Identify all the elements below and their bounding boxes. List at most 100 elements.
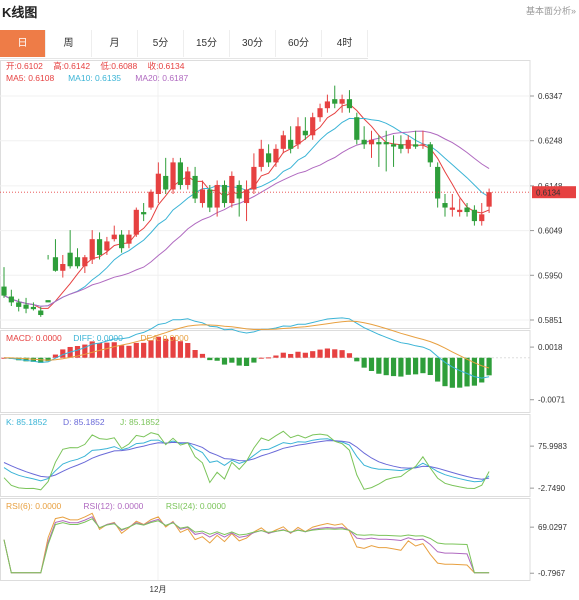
candle [273, 148, 279, 163]
candle [192, 175, 198, 199]
candle [229, 175, 235, 204]
macd-bar [442, 357, 448, 387]
candle [126, 234, 132, 244]
candle [96, 239, 103, 255]
ma-legend-item: MA20: 0.6187 [135, 73, 188, 83]
macd-bar [60, 349, 66, 358]
macd-bar [214, 357, 220, 361]
macd-bar [295, 351, 301, 358]
candle [82, 257, 88, 267]
tab-4hour[interactable]: 4时 [322, 30, 368, 57]
rsi-legend-item: RSI(6): 0.0000 [6, 501, 62, 511]
candle [207, 189, 213, 208]
macd-bar [236, 357, 242, 366]
macd-bar [479, 357, 485, 383]
macd-bar [332, 349, 338, 358]
candle [442, 203, 448, 208]
macd-bar [221, 357, 228, 365]
tab-day[interactable]: 日 [0, 30, 46, 57]
kdj-legend-item: J: 85.1852 [120, 417, 160, 427]
macd-bar [471, 357, 477, 386]
macd-bar [229, 357, 235, 363]
candle [302, 130, 308, 136]
candle [427, 144, 433, 163]
candle [354, 117, 360, 140]
macd-bar [185, 342, 191, 358]
candle [324, 101, 330, 109]
y-tick-label: 69.0297 [538, 523, 567, 532]
candle [288, 139, 294, 149]
candle [8, 296, 14, 303]
candle [177, 162, 183, 185]
candle [361, 139, 367, 145]
diff-line [3, 317, 490, 379]
j-line [3, 430, 490, 491]
macd-bar [258, 357, 264, 359]
candle [317, 108, 323, 118]
candle [368, 139, 375, 145]
macd-bar [141, 342, 147, 358]
tab-30min[interactable]: 30分 [230, 30, 276, 57]
candle [383, 142, 389, 145]
macd-bar [288, 353, 294, 358]
macd-bar [1, 357, 7, 359]
y-tick-label: 0.6049 [538, 227, 563, 236]
macd-legend-item: DIFF: 0.0000 [73, 333, 123, 343]
candle [464, 207, 470, 213]
rsi6-line [3, 512, 490, 574]
ohlc-legend-item: 收:0.6134 [148, 61, 185, 71]
candle [199, 189, 206, 204]
candle [471, 209, 477, 222]
ohlc-legend-item: 高:0.6142 [53, 61, 90, 71]
macd-bar [199, 353, 206, 358]
macd-bar [457, 357, 463, 388]
fundamental-analysis-link[interactable]: 基本面分析» [525, 6, 576, 16]
tab-week[interactable]: 周 [46, 30, 92, 57]
candle [52, 257, 59, 271]
page-title: K线图 [2, 5, 38, 20]
candle [89, 239, 95, 260]
candle [1, 286, 7, 296]
macd-bar [23, 357, 29, 362]
candle [310, 117, 316, 136]
macd-bar [133, 342, 139, 358]
macd-bar [52, 354, 59, 358]
tab-month[interactable]: 月 [92, 30, 138, 57]
macd-bar [126, 345, 132, 358]
candle [332, 99, 338, 104]
candle [23, 304, 29, 309]
macd-legend-item: DEA: 0.0000 [140, 333, 188, 343]
macd-bar [192, 349, 198, 358]
period-tabs: 日 周 月 5分 15分 30分 60分 4时 [0, 30, 368, 59]
macd-bar [420, 357, 426, 374]
chart-area[interactable]: 0.63470.62480.61480.60490.59500.58510.61… [0, 60, 579, 600]
macd-bar [368, 357, 375, 371]
macd-bar [148, 340, 154, 358]
macd-bar [354, 357, 360, 362]
candle [30, 306, 36, 310]
y-tick-label: -2.7490 [538, 484, 566, 493]
tab-60min[interactable]: 60分 [276, 30, 322, 57]
macd-bar [324, 348, 330, 358]
macd-bar [398, 357, 404, 377]
candle [155, 173, 161, 194]
tab-15min[interactable]: 15分 [184, 30, 230, 57]
macd-bar [82, 344, 88, 358]
panel-frame-main [0, 60, 531, 329]
macd-bar [361, 357, 367, 368]
rsi-legend-item: RSI(24): 0.0000 [166, 501, 226, 511]
tab-5min[interactable]: 5分 [138, 30, 184, 57]
macd-bar [376, 357, 382, 374]
candle [16, 302, 22, 307]
candle [413, 144, 419, 147]
macd-bar [390, 357, 397, 377]
candle [457, 209, 463, 213]
candle [258, 148, 264, 167]
macd-bar [449, 357, 455, 388]
macd-bar [38, 357, 44, 363]
y-tick-label: -0.7967 [538, 569, 566, 578]
candle [295, 126, 301, 145]
y-tick-label: 0.0018 [538, 343, 563, 352]
candle [346, 99, 353, 109]
panel-frame-macd [0, 330, 531, 413]
